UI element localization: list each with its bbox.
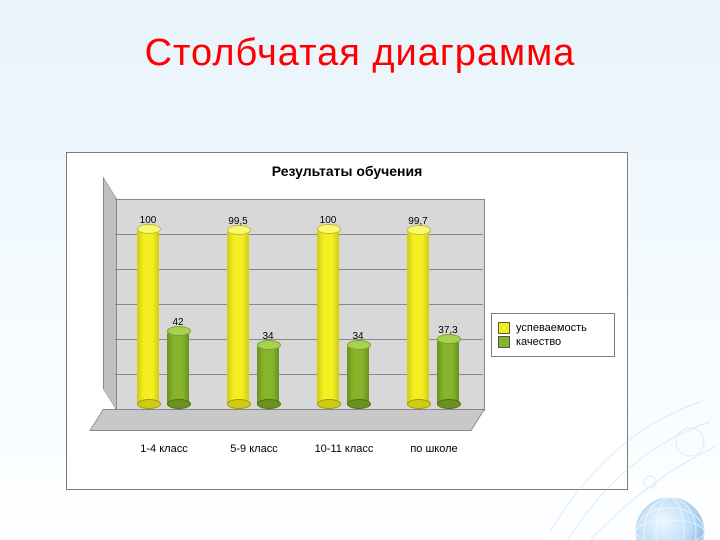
bar-base-icon [347, 399, 371, 409]
bar-cylinder: 99,5 [227, 235, 249, 409]
bar-value-label: 99,5 [218, 216, 258, 227]
legend-item: успеваемость [498, 322, 608, 334]
legend-item: качество [498, 336, 608, 348]
bar-cylinder: 34 [347, 350, 369, 410]
slide-title: Столбчатая диаграмма [0, 32, 720, 75]
bar-base-icon [167, 399, 191, 409]
category-label: 10-11 класс [299, 443, 389, 455]
category-label: по школе [389, 443, 479, 455]
category-label: 5-9 класс [209, 443, 299, 455]
bar-cylinder: 42 [167, 336, 189, 410]
bar-base-icon [137, 399, 161, 409]
bar-cylinder: 99,7 [407, 235, 429, 409]
bar-body [437, 340, 459, 405]
bar-body [407, 231, 429, 405]
bar-body [167, 332, 189, 406]
chart-floor [89, 409, 485, 431]
bar-cylinder: 100 [317, 234, 339, 409]
bar-body [137, 230, 159, 405]
chart-side-wall [103, 177, 117, 411]
bar-value-label: 34 [338, 331, 378, 342]
category-label: 1-4 класс [119, 443, 209, 455]
bar-body [317, 230, 339, 405]
bar-value-label: 34 [248, 331, 288, 342]
legend-swatch-icon [498, 322, 510, 334]
bar-value-label: 99,7 [398, 216, 438, 227]
bar-base-icon [257, 399, 281, 409]
bar-body [347, 346, 369, 406]
gridline [115, 199, 483, 200]
bar-body [227, 231, 249, 405]
legend-label: успеваемость [516, 322, 587, 334]
bar-base-icon [317, 399, 341, 409]
bar-cylinder: 34 [257, 350, 279, 410]
bar-value-label: 42 [158, 317, 198, 328]
bar-value-label: 100 [128, 215, 168, 226]
legend-swatch-icon [498, 336, 510, 348]
bar-value-label: 100 [308, 215, 348, 226]
legend: успеваемость качество [491, 313, 615, 357]
bar-value-label: 37,3 [428, 325, 468, 336]
bar-cylinder: 100 [137, 234, 159, 409]
chart-title: Результаты обучения [67, 163, 627, 179]
bar-body [257, 346, 279, 406]
plot-area: 1004299,5341003499,737,3 1-4 класс5-9 кл… [103, 199, 483, 429]
bar-base-icon [407, 399, 431, 409]
legend-label: качество [516, 336, 561, 348]
bar-base-icon [227, 399, 251, 409]
chart-container: Результаты обучения 1004299,5341003499,7… [66, 152, 628, 490]
bar-base-icon [437, 399, 461, 409]
bar-cylinder: 37,3 [437, 344, 459, 409]
